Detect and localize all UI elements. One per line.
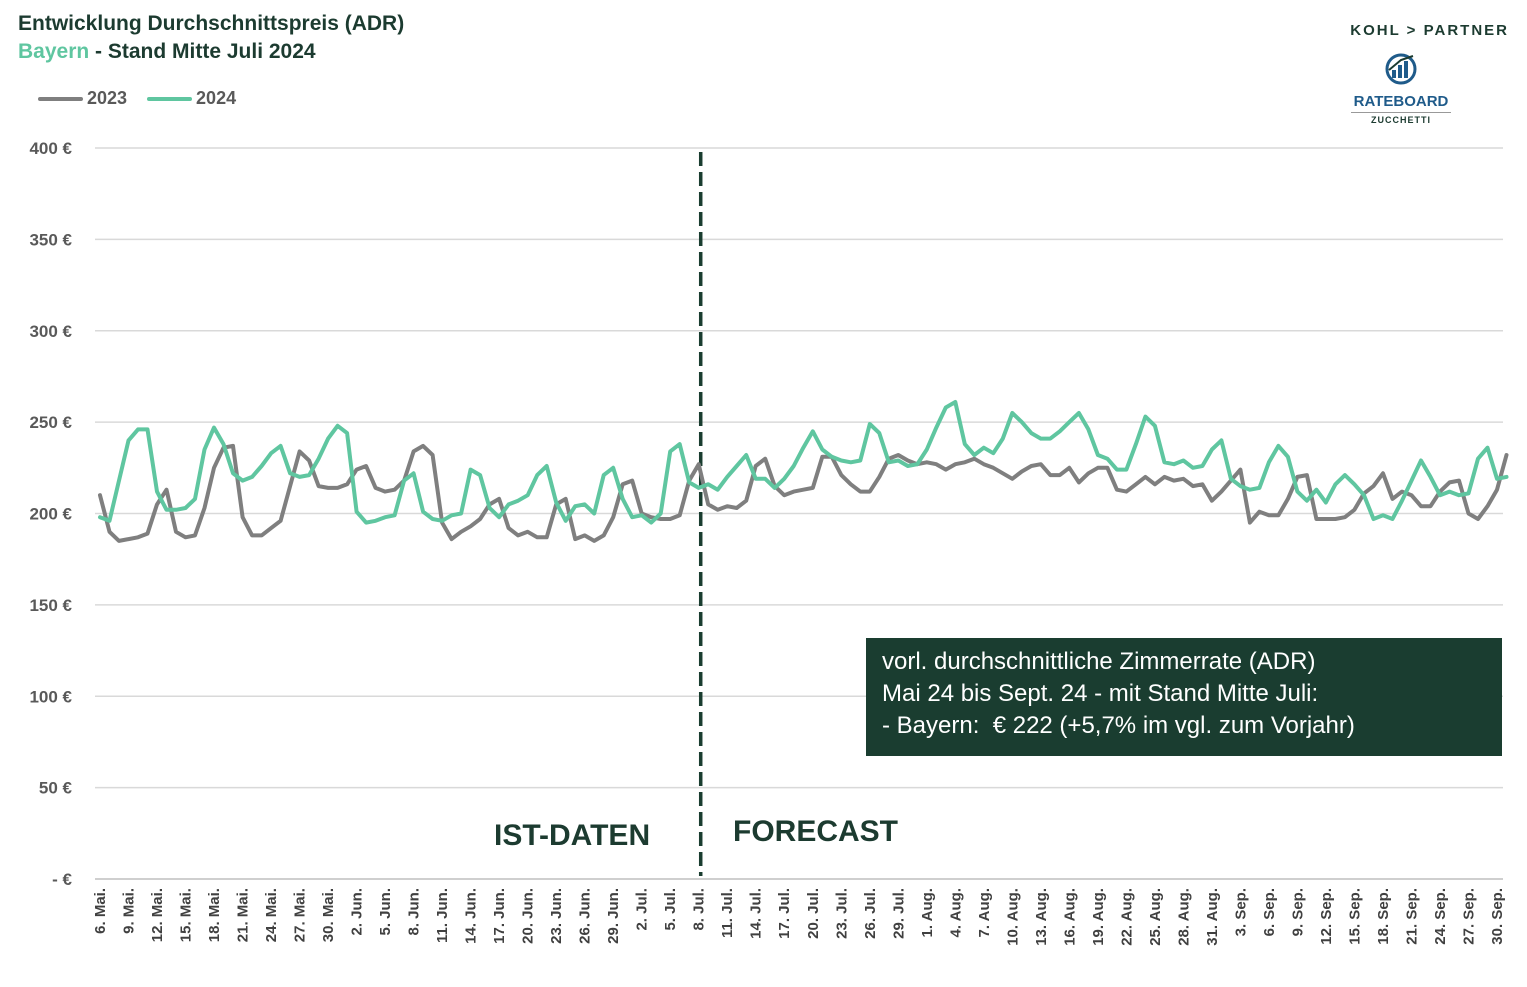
x-tick-label: 15. Mai. [178, 888, 195, 942]
x-tick-label: 26. Jul. [862, 888, 879, 939]
x-tick-label: 20. Jul. [805, 888, 822, 939]
x-tick-label: 6. Mai. [92, 888, 109, 934]
x-tick-label: 5. Jul. [662, 888, 679, 931]
x-tick-label: 24. Mai. [263, 888, 280, 942]
brand-logos: KOHL > PARTNER RATEBOARD ZUCCHETTI [1309, 22, 1509, 125]
x-tick-label: 25. Aug. [1147, 888, 1164, 946]
y-tick-label-0: - € [52, 870, 72, 889]
x-tick-label: 8. Jun. [406, 888, 423, 936]
x-tick-label: 22. Aug. [1118, 888, 1135, 946]
zucchetti-text: ZUCCHETTI [1351, 112, 1451, 125]
legend-swatch-2024 [147, 96, 193, 101]
x-tick-label: 27. Mai. [292, 888, 309, 942]
y-tick-label-350: 350 € [29, 230, 72, 249]
x-tick-label: 2. Jun. [349, 888, 366, 936]
x-tick-label: 11. Jul. [719, 888, 736, 938]
x-tick-label: 26. Jun. [577, 888, 594, 944]
x-tick-label: 27. Sep. [1460, 888, 1477, 945]
rateboard-logo: RATEBOARD ZUCCHETTI [1351, 52, 1451, 125]
x-tick-label: 13. Aug. [1033, 888, 1050, 946]
x-tick-label: 30. Mai. [320, 888, 337, 942]
legend-item-2023: 2023 [38, 88, 127, 109]
y-tick-label-400: 400 € [29, 139, 72, 158]
x-tick-label: 17. Jun. [491, 888, 508, 944]
legend-label-2024: 2024 [196, 88, 237, 108]
y-tick-label-100: 100 € [29, 687, 72, 706]
series-line-2023 [98, 443, 1509, 543]
x-tick-label: 14. Jun. [463, 888, 480, 944]
x-tick-label: 12. Mai. [149, 888, 166, 942]
x-tick-label: 8. Jul. [691, 888, 708, 931]
x-tick-label: 6. Sep. [1261, 888, 1278, 936]
x-tick-label: 5. Jun. [377, 888, 394, 936]
x-tick-label: 16. Aug. [1061, 888, 1078, 946]
x-tick-label: 4. Aug. [947, 888, 964, 937]
summary-line-3: - Bayern: € 222 (+5,7% im vgl. zum Vorja… [882, 712, 1355, 739]
x-tick-label: 9. Mai. [121, 888, 138, 934]
y-tick-label-200: 200 € [29, 505, 72, 524]
x-tick-label: 17. Jul. [776, 888, 793, 939]
subtitle-date: - Stand Mitte Juli 2024 [89, 40, 316, 63]
x-tick-label: 19. Aug. [1090, 888, 1107, 946]
y-tick-label-150: 150 € [29, 596, 72, 615]
ist-daten-label: IST-DATEN [494, 819, 651, 852]
x-tick-label: 18. Sep. [1375, 888, 1392, 945]
summary-box: vorl. durchschnittliche Zimmerrate (ADR)… [866, 638, 1502, 756]
x-tick-label: 29. Jun. [605, 888, 622, 944]
x-tick-label: 18. Mai. [206, 888, 223, 942]
legend-item-2024: 2024 [147, 88, 236, 109]
x-tick-label: 1. Aug. [919, 888, 936, 937]
x-tick-label: 29. Jul. [890, 888, 907, 939]
x-tick-label: 24. Sep. [1432, 888, 1449, 945]
x-tick-label: 10. Aug. [1004, 888, 1021, 946]
x-tick-label: 21. Mai. [235, 888, 252, 942]
y-tick-label-300: 300 € [29, 322, 72, 341]
chart-subtitle: Bayern - Stand Mitte Juli 2024 [18, 38, 316, 66]
x-tick-label: 30. Sep. [1489, 888, 1506, 945]
x-tick-label: 14. Jul. [748, 888, 765, 939]
rateboard-icon [1385, 53, 1417, 85]
x-tick-label: 23. Jun. [548, 888, 565, 944]
x-tick-label: 3. Sep. [1232, 888, 1249, 936]
x-tick-label: 21. Sep. [1403, 888, 1420, 945]
summary-line-2: Mai 24 bis Sept. 24 - mit Stand Mitte Ju… [882, 680, 1319, 707]
x-tick-label: 11. Jun. [434, 888, 451, 943]
rateboard-text: RATEBOARD [1353, 93, 1449, 110]
x-tick-label: 20. Jun. [520, 888, 537, 944]
summary-line-1: vorl. durchschnittliche Zimmerrate (ADR) [882, 648, 1316, 675]
region-label: Bayern [18, 40, 90, 63]
x-tick-label: 7. Aug. [976, 888, 993, 937]
chart-title: Entwicklung Durchschnittspreis (ADR) [18, 12, 405, 35]
x-tick-label: 9. Sep. [1289, 888, 1306, 936]
kohl-partner-logo: KOHL > PARTNER [1350, 22, 1509, 39]
series-line-2024 [98, 400, 1509, 525]
x-tick-label: 2. Jul. [634, 888, 651, 931]
forecast-label: FORECAST [733, 815, 898, 848]
y-tick-label-50: 50 € [39, 779, 73, 798]
x-tick-label: 15. Sep. [1346, 888, 1363, 945]
legend: 2023 2024 [38, 88, 236, 109]
x-tick-label: 12. Sep. [1318, 888, 1335, 945]
legend-label-2023: 2023 [87, 88, 128, 108]
y-tick-label-250: 250 € [29, 413, 72, 432]
legend-swatch-2023 [38, 96, 83, 101]
x-tick-label: 31. Aug. [1204, 888, 1221, 946]
x-tick-label: 23. Jul. [833, 888, 850, 939]
x-tick-label: 28. Aug. [1175, 888, 1192, 946]
